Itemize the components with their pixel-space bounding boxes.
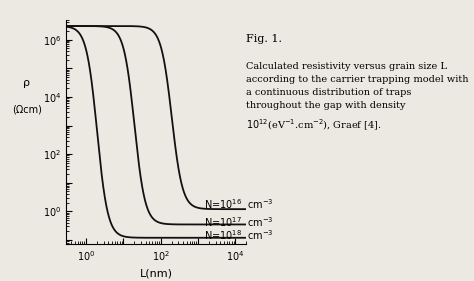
Text: N=10$^{17}$  cm$^{-3}$: N=10$^{17}$ cm$^{-3}$ (204, 215, 274, 229)
Text: (Ωcm): (Ωcm) (12, 105, 42, 115)
Text: ρ: ρ (23, 78, 30, 88)
Text: Fig. 1.: Fig. 1. (246, 34, 283, 44)
Text: N=10$^{18}$  cm$^{-3}$: N=10$^{18}$ cm$^{-3}$ (204, 228, 274, 242)
X-axis label: L(nm): L(nm) (140, 269, 173, 279)
Text: Calculated resistivity versus grain size L
according to the carrier trapping mod: Calculated resistivity versus grain size… (246, 62, 469, 133)
Text: N=10$^{16}$  cm$^{-3}$: N=10$^{16}$ cm$^{-3}$ (204, 197, 274, 211)
